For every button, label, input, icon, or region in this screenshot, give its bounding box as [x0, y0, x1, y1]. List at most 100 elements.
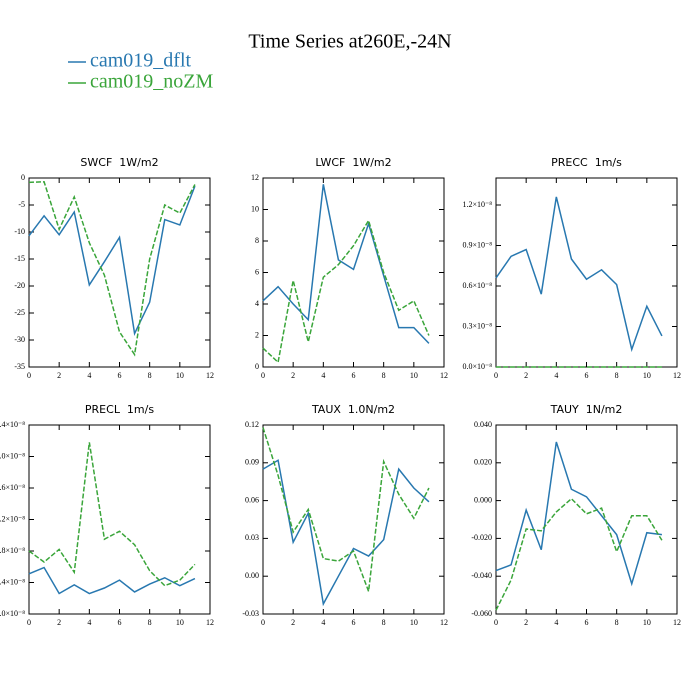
x-tick-label: 2	[291, 371, 295, 380]
x-tick-label: 4	[554, 618, 558, 627]
x-tick-label: 4	[554, 371, 558, 380]
y-tick-label: 8	[255, 236, 259, 245]
x-tick-label: 10	[176, 371, 184, 380]
y-tick-label: -15	[14, 254, 25, 263]
panel-title: LWCF 1W/m2	[315, 156, 391, 169]
x-tick-label: 10	[643, 371, 651, 380]
series-line	[28, 442, 196, 587]
x-tick-label: 6	[352, 371, 356, 380]
x-tick-label: 2	[524, 371, 528, 380]
x-tick-label: 10	[176, 618, 184, 627]
y-tick-label: -0.040	[471, 571, 492, 580]
x-tick-label: 8	[148, 371, 152, 380]
y-tick-label: 0.3×10⁻⁸	[462, 321, 492, 330]
y-tick-label: 0	[255, 362, 259, 371]
series-line	[262, 218, 430, 364]
x-tick-label: 2	[291, 618, 295, 627]
x-tick-label: 8	[148, 618, 152, 627]
x-tick-label: 4	[87, 618, 91, 627]
series-line	[495, 196, 663, 353]
y-tick-label: -30	[14, 335, 25, 344]
y-tick-label: -10	[14, 227, 25, 236]
series-line	[262, 427, 430, 592]
y-tick-label: 2.4×10⁻⁸	[0, 420, 25, 429]
series-line	[262, 184, 430, 344]
x-tick-label: 0	[494, 618, 498, 627]
y-tick-label: 0.09	[245, 458, 259, 467]
plot-frame	[495, 177, 678, 368]
panel-title: PRECC 1m/s	[551, 156, 622, 169]
panel-title: TAUX 1.0N/m2	[311, 403, 395, 416]
panel-title: PRECL 1m/s	[85, 403, 154, 416]
x-tick-label: 0	[27, 618, 31, 627]
y-tick-label: 10	[251, 204, 259, 213]
series-line	[28, 185, 196, 337]
y-tick-label: 0.03	[245, 533, 259, 542]
y-tick-label: -5	[18, 200, 25, 209]
series-line	[495, 441, 663, 587]
x-tick-label: 4	[87, 371, 91, 380]
x-tick-label: 12	[440, 371, 448, 380]
x-tick-label: 2	[57, 618, 61, 627]
figure-title: Time Series at260E,-24N	[248, 31, 451, 53]
x-tick-label: 10	[643, 618, 651, 627]
x-tick-label: 10	[410, 618, 418, 627]
x-tick-label: 12	[206, 371, 214, 380]
y-tick-label: 0.040	[474, 420, 492, 429]
x-tick-label: 6	[352, 618, 356, 627]
x-tick-label: 6	[585, 618, 589, 627]
y-tick-label: 1.2×10⁻⁸	[0, 514, 25, 523]
x-tick-label: 2	[57, 371, 61, 380]
x-tick-label: 8	[615, 371, 619, 380]
x-tick-label: 12	[673, 371, 681, 380]
y-tick-label: -0.060	[471, 609, 492, 618]
series-line	[28, 566, 196, 595]
x-tick-label: 6	[118, 618, 122, 627]
y-tick-label: 0	[21, 173, 25, 182]
x-tick-label: 8	[382, 371, 386, 380]
x-tick-label: 6	[585, 371, 589, 380]
x-tick-label: 0	[261, 371, 265, 380]
y-tick-label: 6	[255, 267, 259, 276]
y-tick-label: 0.9×10⁻⁸	[462, 240, 492, 249]
plot-frame	[262, 177, 445, 368]
x-tick-label: 6	[118, 371, 122, 380]
y-tick-label: 0.8×10⁻⁸	[0, 546, 25, 555]
y-tick-label: 0.6×10⁻⁸	[462, 281, 492, 290]
x-tick-label: 12	[440, 618, 448, 627]
series-line	[28, 181, 196, 357]
y-tick-label: 0.00	[245, 571, 259, 580]
x-tick-label: 12	[206, 618, 214, 627]
legend-label: cam019_noZM	[90, 71, 214, 93]
x-tick-label: 8	[615, 618, 619, 627]
x-tick-label: 4	[321, 371, 325, 380]
y-tick-label: 0.06	[245, 495, 259, 504]
x-tick-label: 2	[524, 618, 528, 627]
x-tick-label: 0	[261, 618, 265, 627]
x-tick-label: 8	[382, 618, 386, 627]
y-tick-label: 0.4×10⁻⁸	[0, 577, 25, 586]
x-tick-label: 0	[27, 371, 31, 380]
panel-title: TAUY 1N/m2	[550, 403, 623, 416]
y-tick-label: 4	[255, 299, 259, 308]
y-tick-label: 0.020	[474, 458, 492, 467]
y-tick-label: -0.020	[471, 533, 492, 542]
plot-frame	[28, 424, 211, 615]
y-tick-label: -0.03	[242, 609, 259, 618]
y-tick-label: 0.0×10⁻⁸	[0, 609, 25, 618]
series-line	[495, 497, 663, 611]
y-tick-label: 12	[251, 173, 259, 182]
y-tick-label: 2	[255, 330, 259, 339]
series-line	[262, 459, 430, 607]
panel-title: SWCF 1W/m2	[80, 156, 158, 169]
y-tick-label: 2.0×10⁻⁸	[0, 451, 25, 460]
y-tick-label: 0.000	[474, 495, 492, 504]
x-tick-label: 10	[410, 371, 418, 380]
y-tick-label: -20	[14, 281, 25, 290]
y-tick-label: -35	[14, 362, 25, 371]
y-tick-label: 1.6×10⁻⁸	[0, 483, 25, 492]
x-tick-label: 12	[673, 618, 681, 627]
x-tick-label: 0	[494, 371, 498, 380]
y-tick-label: 1.2×10⁻⁸	[462, 200, 492, 209]
